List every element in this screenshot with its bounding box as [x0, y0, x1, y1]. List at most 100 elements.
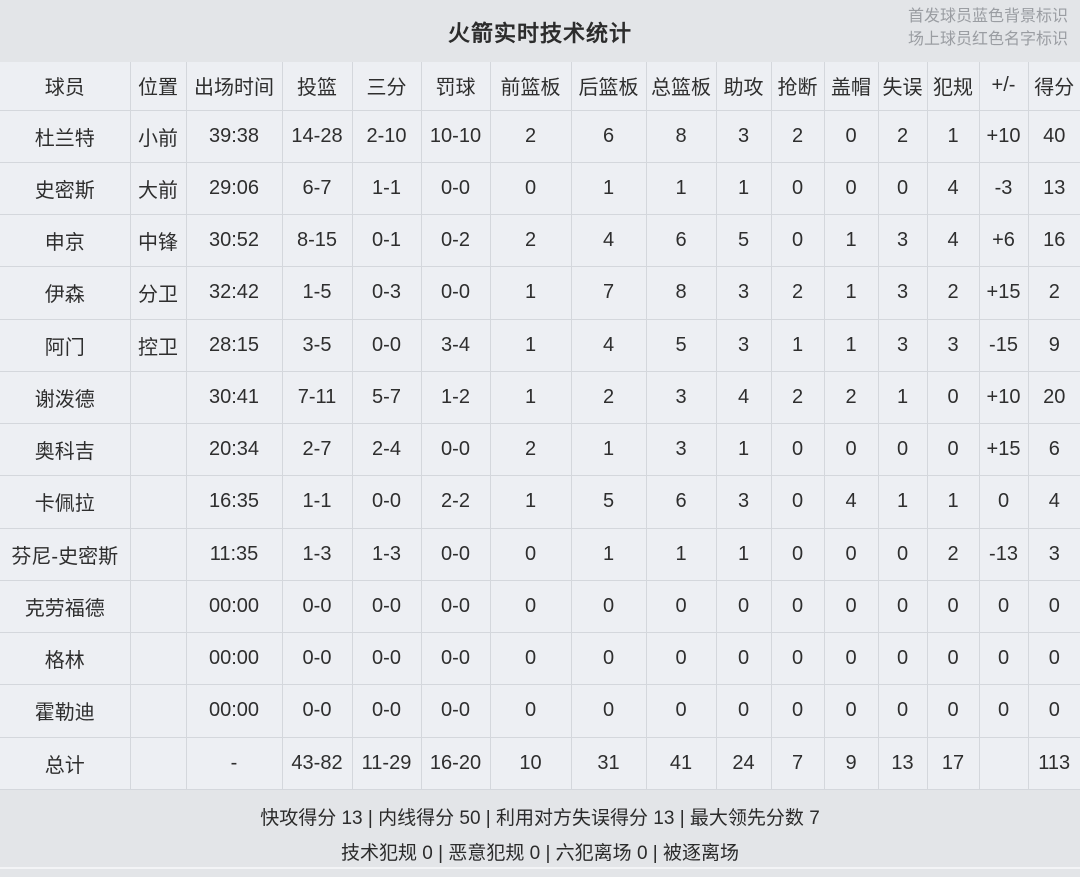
stat-cell: 3: [878, 214, 928, 268]
stat-cell: 9: [1028, 319, 1080, 372]
stat-cell: 0: [646, 632, 717, 686]
player-row: 史密斯 大前 29:06 6-7 1-1 0-0 0 1 1 1 0 0 0 4 -3 13: [0, 162, 1080, 216]
stat-cell: 32:42: [186, 266, 283, 320]
stat-cell: 0-1: [352, 214, 422, 268]
stat-cell: 10-10: [421, 110, 491, 163]
stat-cell: 1: [927, 110, 980, 163]
stat-cell: 0: [927, 632, 980, 686]
stat-cell: 0: [878, 528, 928, 581]
total-stat-cell: 11-29: [352, 737, 422, 790]
total-stat-cell: 7: [771, 737, 825, 790]
player-row: 克劳福德 00:00 0-0 0-0 0-0 0 0 0 0 0 0 0 0 0 0: [0, 580, 1080, 634]
total-stat-cell: [979, 737, 1029, 790]
column-header: 罚球: [421, 62, 491, 111]
column-header: 失误: [878, 62, 928, 111]
stat-cell: [130, 528, 187, 581]
total-stat-cell: 13: [878, 737, 928, 790]
stat-cell: 0: [771, 528, 825, 581]
stat-cell: 16: [1028, 214, 1080, 268]
stat-cell: 2: [878, 110, 928, 163]
stat-cell: 0-3: [352, 266, 422, 320]
stat-cell: 1: [824, 319, 879, 372]
stat-cell: 5: [716, 214, 772, 268]
total-label-cell: 总计: [0, 737, 131, 790]
stat-cell: -13: [979, 528, 1029, 581]
stat-cell: 3-4: [421, 319, 491, 372]
total-stat-cell: [130, 737, 187, 790]
stat-cell: 29:06: [186, 162, 283, 216]
stat-cell: 8: [646, 266, 717, 320]
player-name-cell: 卡佩拉: [0, 475, 131, 529]
stat-cell: 1: [646, 162, 717, 216]
stat-cell: 8-15: [282, 214, 353, 268]
page-title: 火箭实时技术统计: [447, 21, 632, 46]
stat-cell: 20:34: [186, 423, 283, 477]
stat-cell: 6-7: [282, 162, 353, 216]
legend: 首发球员蓝色背景标识 场上球员红色名字标识: [908, 5, 1068, 51]
stat-cell: 7-11: [282, 371, 353, 425]
total-stat-cell: 41: [646, 737, 717, 790]
total-stat-cell: -: [186, 737, 283, 790]
stat-cell: 0: [927, 423, 980, 477]
stat-cell: 00:00: [186, 684, 283, 738]
stat-cell: 4: [571, 319, 647, 372]
footer-line-1: 快攻得分 13 | 内线得分 50 | 利用对方失误得分 13 | 最大领先分数…: [260, 807, 820, 829]
stat-cell: -3: [979, 162, 1029, 216]
stat-cell: +15: [979, 423, 1029, 477]
stat-cell: 0: [878, 162, 928, 216]
total-stat-cell: 31: [571, 737, 647, 790]
player-row: 奥科吉 20:34 2-7 2-4 0-0 2 1 3 1 0 0 0 0 +15 6: [0, 423, 1080, 477]
stat-cell: 0: [771, 475, 825, 529]
stat-cell: 20: [1028, 371, 1080, 425]
stat-cell: 0: [824, 632, 879, 686]
column-header: 总篮板: [646, 62, 717, 111]
stat-cell: 1: [824, 266, 879, 320]
stat-cell: 小前: [130, 110, 187, 163]
footer-stats: 快攻得分 13 | 内线得分 50 | 利用对方失误得分 13 | 最大领先分数…: [0, 790, 1080, 871]
stat-cell: 1-1: [282, 475, 353, 529]
stat-cell: 2-4: [352, 423, 422, 477]
stat-cell: 0: [490, 528, 572, 581]
player-name-cell: 克劳福德: [0, 580, 131, 634]
stat-cell: 2: [1028, 266, 1080, 320]
stat-cell: 1: [490, 319, 572, 372]
stat-cell: 5: [571, 475, 647, 529]
stat-cell: 0: [716, 684, 772, 738]
stat-cell: 0: [979, 632, 1029, 686]
stat-cell: 0-0: [352, 684, 422, 738]
stat-cell: 1: [878, 475, 928, 529]
stat-cell: 分卫: [130, 266, 187, 320]
stat-cell: 11:35: [186, 528, 283, 581]
stat-cell: 4: [927, 214, 980, 268]
column-header: 抢断: [771, 62, 825, 111]
column-header: 出场时间: [186, 62, 283, 111]
stat-cell: 0: [490, 162, 572, 216]
stat-cell: 0: [878, 684, 928, 738]
column-header: 三分: [352, 62, 422, 111]
stat-cell: 0: [878, 423, 928, 477]
stat-cell: 16:35: [186, 475, 283, 529]
stat-cell: 0: [824, 162, 879, 216]
stat-cell: 0-0: [352, 632, 422, 686]
stat-cell: 0-0: [352, 319, 422, 372]
stat-cell: 0: [716, 580, 772, 634]
column-header: 前篮板: [490, 62, 572, 111]
stat-cell: 00:00: [186, 580, 283, 634]
stat-cell: [130, 684, 187, 738]
stat-cell: 1: [927, 475, 980, 529]
player-row: 阿门 控卫 28:15 3-5 0-0 3-4 1 4 5 3 1 1 3 3 -15 9: [0, 319, 1080, 372]
stat-cell: 0: [979, 475, 1029, 529]
stat-cell: 3: [646, 423, 717, 477]
stat-cell: 1-2: [421, 371, 491, 425]
stat-cell: 1-1: [352, 162, 422, 216]
player-row: 谢泼德 30:41 7-11 5-7 1-2 1 2 3 4 2 2 1 0 +10 20: [0, 371, 1080, 425]
stat-cell: 1: [824, 214, 879, 268]
stat-cell: 1: [716, 162, 772, 216]
stat-cell: 7: [571, 266, 647, 320]
player-name-cell: 史密斯: [0, 162, 131, 216]
stat-cell: 1: [716, 423, 772, 477]
stat-cell: 2: [927, 528, 980, 581]
stat-cell: 0: [571, 580, 647, 634]
player-name-cell: 谢泼德: [0, 371, 131, 425]
stat-cell: [130, 371, 187, 425]
